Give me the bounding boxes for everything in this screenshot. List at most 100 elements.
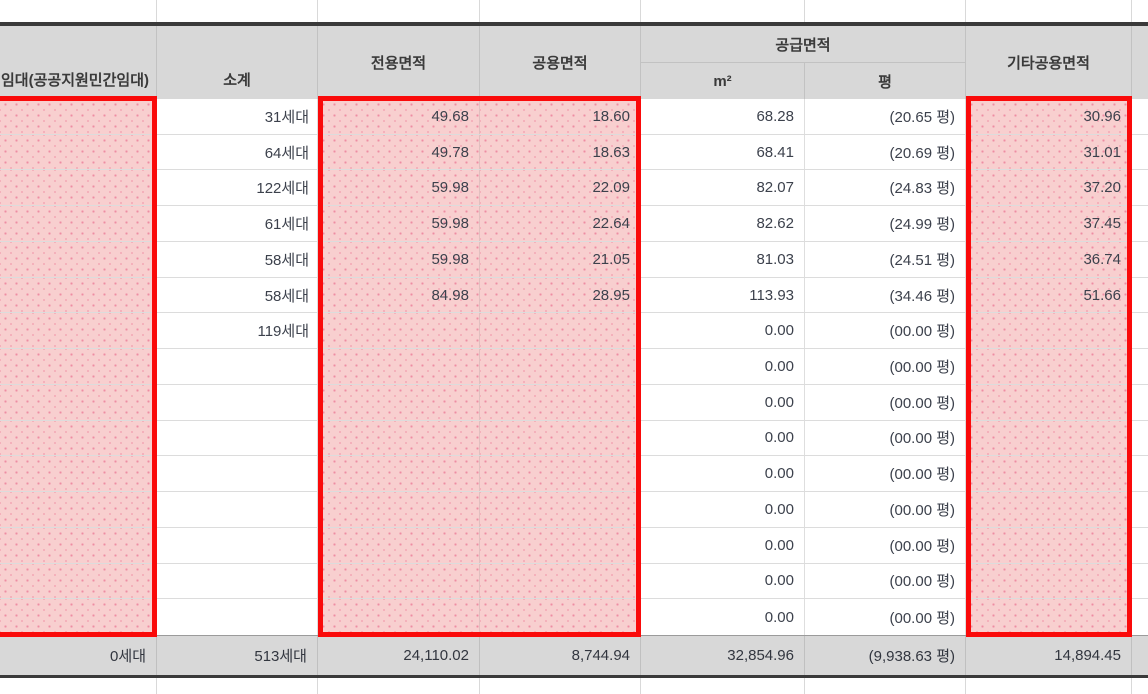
cell-rental[interactable] bbox=[0, 527, 157, 563]
cell-supply-m2[interactable]: 68.41 bbox=[641, 134, 805, 170]
cell-subtotal[interactable]: 58세대 bbox=[157, 241, 318, 277]
cell-supply-pyeong[interactable]: (20.69 평) bbox=[805, 134, 966, 170]
cell-common-area[interactable]: 22.09 bbox=[480, 170, 641, 206]
cell-other-common-area[interactable]: 31.01 bbox=[966, 134, 1132, 170]
cell-rental[interactable] bbox=[0, 420, 157, 456]
cell-supply-m2[interactable]: 0.00 bbox=[641, 563, 805, 599]
cell-other-common-area[interactable] bbox=[966, 313, 1132, 349]
cell-other-common-area[interactable] bbox=[966, 492, 1132, 527]
cell-supply-pyeong[interactable]: (24.83 평) bbox=[805, 170, 966, 206]
cell-supply-pyeong[interactable]: (00.00 평) bbox=[805, 563, 966, 599]
header-supply-m2-column[interactable]: m² bbox=[641, 63, 805, 99]
cell-common-area[interactable] bbox=[480, 384, 641, 420]
cell-exclusive-area[interactable] bbox=[318, 384, 480, 420]
total-exclusive-area[interactable]: 24,110.02 bbox=[318, 636, 480, 675]
cell-exclusive-area[interactable] bbox=[318, 313, 480, 349]
cell-supply-m2[interactable]: 0.00 bbox=[641, 599, 805, 635]
cell-rental[interactable] bbox=[0, 241, 157, 277]
cell-subtotal[interactable]: 58세대 bbox=[157, 277, 318, 313]
cell-exclusive-area[interactable]: 49.68 bbox=[318, 99, 480, 134]
cell-supply-m2[interactable]: 113.93 bbox=[641, 277, 805, 313]
cell-supply-pyeong[interactable]: (20.65 평) bbox=[805, 99, 966, 134]
cell-supply-m2[interactable]: 0.00 bbox=[641, 420, 805, 456]
cell-common-area[interactable] bbox=[480, 527, 641, 563]
cell-rental[interactable] bbox=[0, 170, 157, 206]
cell-other-common-area[interactable]: 37.20 bbox=[966, 170, 1132, 206]
cell-common-area[interactable] bbox=[480, 563, 641, 599]
cell-rental[interactable] bbox=[0, 563, 157, 599]
header-rental-column[interactable]: 임대(공공지원민간임대) bbox=[0, 26, 157, 99]
cell-rental[interactable] bbox=[0, 277, 157, 313]
cell-subtotal[interactable] bbox=[157, 456, 318, 492]
cell-supply-m2[interactable]: 0.00 bbox=[641, 456, 805, 492]
cell-common-area[interactable]: 18.60 bbox=[480, 99, 641, 134]
cell-common-area[interactable] bbox=[480, 456, 641, 492]
cell-rental[interactable] bbox=[0, 456, 157, 492]
cell-other-common-area[interactable]: 30.96 bbox=[966, 99, 1132, 134]
cell-exclusive-area[interactable] bbox=[318, 563, 480, 599]
cell-subtotal[interactable] bbox=[157, 599, 318, 635]
cell-supply-pyeong[interactable]: (34.46 평) bbox=[805, 277, 966, 313]
cell-common-area[interactable] bbox=[480, 492, 641, 527]
cell-other-common-area[interactable] bbox=[966, 563, 1132, 599]
cell-rental[interactable] bbox=[0, 492, 157, 527]
header-other-common-area-column[interactable]: 기타공용면적 bbox=[966, 26, 1132, 99]
cell-other-common-area[interactable]: 36.74 bbox=[966, 241, 1132, 277]
cell-supply-pyeong[interactable]: (00.00 평) bbox=[805, 349, 966, 384]
cell-supply-m2[interactable]: 0.00 bbox=[641, 492, 805, 527]
cell-other-common-area[interactable] bbox=[966, 349, 1132, 384]
cell-exclusive-area[interactable] bbox=[318, 527, 480, 563]
cell-exclusive-area[interactable]: 59.98 bbox=[318, 241, 480, 277]
cell-rental[interactable] bbox=[0, 349, 157, 384]
cell-rental[interactable] bbox=[0, 134, 157, 170]
cell-subtotal[interactable] bbox=[157, 420, 318, 456]
cell-other-common-area[interactable] bbox=[966, 599, 1132, 635]
cell-supply-m2[interactable]: 82.62 bbox=[641, 206, 805, 241]
cell-supply-pyeong[interactable]: (00.00 평) bbox=[805, 420, 966, 456]
cell-common-area[interactable] bbox=[480, 599, 641, 635]
cell-other-common-area[interactable] bbox=[966, 420, 1132, 456]
cell-other-common-area[interactable]: 37.45 bbox=[966, 206, 1132, 241]
cell-exclusive-area[interactable] bbox=[318, 456, 480, 492]
header-supply-pyeong-column[interactable]: 평 bbox=[805, 63, 966, 99]
cell-subtotal[interactable] bbox=[157, 349, 318, 384]
cell-other-common-area[interactable]: 51.66 bbox=[966, 277, 1132, 313]
cell-common-area[interactable]: 21.05 bbox=[480, 241, 641, 277]
cell-supply-m2[interactable]: 82.07 bbox=[641, 170, 805, 206]
cell-rental[interactable] bbox=[0, 206, 157, 241]
cell-supply-m2[interactable]: 0.00 bbox=[641, 384, 805, 420]
header-subtotal-column[interactable]: 소계 bbox=[157, 26, 318, 99]
total-rental[interactable]: 0세대 bbox=[0, 636, 157, 675]
cell-subtotal[interactable]: 31세대 bbox=[157, 99, 318, 134]
cell-exclusive-area[interactable]: 49.78 bbox=[318, 134, 480, 170]
cell-supply-m2[interactable]: 0.00 bbox=[641, 313, 805, 349]
cell-common-area[interactable] bbox=[480, 420, 641, 456]
total-subtotal[interactable]: 513세대 bbox=[157, 636, 318, 675]
cell-supply-pyeong[interactable]: (00.00 평) bbox=[805, 384, 966, 420]
cell-supply-pyeong[interactable]: (00.00 평) bbox=[805, 527, 966, 563]
cell-exclusive-area[interactable] bbox=[318, 599, 480, 635]
total-other-common-area[interactable]: 14,894.45 bbox=[966, 636, 1132, 675]
cell-subtotal[interactable]: 61세대 bbox=[157, 206, 318, 241]
cell-supply-pyeong[interactable]: (24.51 평) bbox=[805, 241, 966, 277]
cell-common-area[interactable]: 22.64 bbox=[480, 206, 641, 241]
cell-exclusive-area[interactable]: 59.98 bbox=[318, 170, 480, 206]
cell-subtotal[interactable]: 122세대 bbox=[157, 170, 318, 206]
cell-supply-m2[interactable]: 0.00 bbox=[641, 349, 805, 384]
cell-exclusive-area[interactable] bbox=[318, 349, 480, 384]
cell-rental[interactable] bbox=[0, 384, 157, 420]
cell-exclusive-area[interactable] bbox=[318, 492, 480, 527]
cell-subtotal[interactable] bbox=[157, 384, 318, 420]
header-supply-area-group[interactable]: 공급면적 bbox=[641, 26, 966, 63]
total-common-area[interactable]: 8,744.94 bbox=[480, 636, 641, 675]
cell-subtotal[interactable]: 119세대 bbox=[157, 313, 318, 349]
cell-supply-pyeong[interactable]: (00.00 평) bbox=[805, 492, 966, 527]
cell-common-area[interactable]: 18.63 bbox=[480, 134, 641, 170]
cell-exclusive-area[interactable]: 84.98 bbox=[318, 277, 480, 313]
total-supply-m2[interactable]: 32,854.96 bbox=[641, 636, 805, 675]
total-supply-pyeong[interactable]: (9,938.63 평) bbox=[805, 636, 966, 675]
cell-supply-pyeong[interactable]: (00.00 평) bbox=[805, 599, 966, 635]
header-common-area-column[interactable]: 공용면적 bbox=[480, 26, 641, 99]
cell-supply-m2[interactable]: 0.00 bbox=[641, 527, 805, 563]
cell-supply-m2[interactable]: 68.28 bbox=[641, 99, 805, 134]
